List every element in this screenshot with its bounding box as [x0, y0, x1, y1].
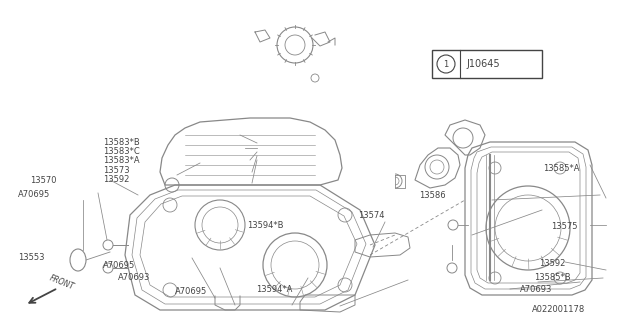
- Text: 13594*A: 13594*A: [256, 285, 292, 294]
- Text: 13573: 13573: [103, 165, 130, 174]
- Text: 13585*B: 13585*B: [534, 273, 571, 282]
- Circle shape: [103, 240, 113, 250]
- Text: 13594*B: 13594*B: [247, 220, 284, 229]
- Text: 13574: 13574: [358, 211, 385, 220]
- Text: 13575: 13575: [551, 221, 577, 230]
- Text: 13583*C: 13583*C: [103, 147, 140, 156]
- Text: 13583*B: 13583*B: [103, 138, 140, 147]
- Text: 13553: 13553: [18, 253, 45, 262]
- Text: 13586: 13586: [419, 190, 445, 199]
- Text: A70695: A70695: [175, 287, 207, 297]
- Circle shape: [448, 220, 458, 230]
- Text: J10645: J10645: [466, 59, 500, 69]
- Circle shape: [447, 263, 457, 273]
- Text: 13592: 13592: [539, 260, 565, 268]
- Text: A70695: A70695: [18, 189, 51, 198]
- Text: 13570: 13570: [30, 175, 56, 185]
- Circle shape: [103, 263, 113, 273]
- Text: A70693: A70693: [118, 273, 150, 282]
- Text: A70693: A70693: [520, 285, 552, 294]
- Text: 13592: 13592: [103, 174, 129, 183]
- Ellipse shape: [70, 249, 86, 271]
- Text: 13585*A: 13585*A: [543, 164, 579, 172]
- Text: A022001178: A022001178: [532, 306, 585, 315]
- Text: A70695: A70695: [103, 260, 135, 269]
- Text: 1: 1: [444, 60, 449, 68]
- Text: FRONT: FRONT: [48, 274, 76, 292]
- Text: 13583*A: 13583*A: [103, 156, 140, 164]
